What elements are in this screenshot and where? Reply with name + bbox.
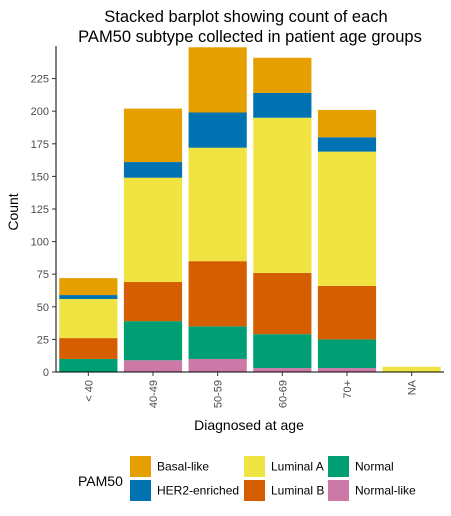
bar-40-normal [59, 358, 118, 372]
x-axis-title: Diagnosed at age [194, 417, 304, 433]
chart-title: Stacked barplot showing count of each PA… [78, 8, 422, 46]
bar-50-59-basal-like [188, 47, 247, 113]
y-tick-label: 50 [37, 302, 49, 314]
bar-60-69-basal-like [253, 57, 312, 93]
bar-40-luminal-b [59, 338, 118, 359]
bar-70-normal-like [317, 368, 377, 372]
bar-40-49-normal [123, 321, 183, 361]
x-tick-label: 60-69 [277, 380, 289, 408]
y-axis-title: Count [5, 193, 21, 230]
x-tick-label: 70+ [342, 380, 354, 399]
legend-label-basal-like: Basal-like [157, 460, 209, 474]
bar-70-luminal-a [317, 151, 377, 286]
bar-60-69-luminal-a [253, 117, 312, 273]
chart-title-line-1: Stacked barplot showing count of each [104, 8, 387, 26]
legend-swatch-basal-like [130, 456, 151, 477]
bar-40-49-her2-enriched [123, 162, 183, 178]
bar-60-69-normal-like [253, 368, 312, 372]
bar-70-her2-enriched [317, 137, 377, 152]
bar-70-luminal-b [317, 285, 377, 340]
bar-60-69-normal [253, 334, 312, 369]
legend-label-her2-enriched: HER2-enriched [157, 484, 239, 498]
y-tick-label: 25 [37, 334, 49, 346]
y-tick-label: 0 [43, 367, 49, 379]
legend-label-luminal-a: Luminal A [271, 460, 324, 474]
y-tick-label: 150 [31, 171, 49, 183]
bar-60-69-luminal-b [253, 272, 312, 335]
bar-50-59-luminal-b [188, 261, 247, 327]
bar-40-49-luminal-b [123, 282, 183, 322]
legend: PAM50 Basal-like HER2-enriched Luminal A Lu… [78, 456, 416, 501]
legend-label-luminal-b: Luminal B [271, 484, 324, 498]
legend-title: PAM50 [78, 473, 123, 489]
legend-label-normal: Normal [355, 460, 394, 474]
ticks-layer: 0 25 50 75 100 125 150 175 200 225 < 40 40-49 50-59 6… [31, 74, 419, 409]
chart-title-line-2: PAM50 subtype collected in patient age g… [78, 28, 422, 46]
bar-50-59-normal-like [188, 358, 247, 372]
legend-swatch-luminal-b [244, 480, 265, 501]
bar-40-49-basal-like [123, 108, 183, 163]
legend-swatch-normal-like [328, 480, 349, 501]
bar-50-59-normal [188, 326, 247, 359]
x-tick-label: NA [407, 379, 419, 395]
bars-layer [59, 47, 441, 372]
bar-50-59-her2-enriched [188, 112, 247, 148]
x-tick-label: 50-59 [213, 380, 225, 408]
bar-70-basal-like [317, 109, 377, 138]
bar-40-49-normal-like [123, 360, 183, 372]
x-tick-label: 40-49 [148, 380, 160, 408]
y-tick-label: 200 [31, 106, 49, 118]
y-tick-label: 225 [31, 74, 49, 86]
bar-50-59-luminal-a [188, 147, 247, 262]
legend-swatch-normal [328, 456, 349, 477]
bar-na-luminal-a [382, 366, 441, 372]
y-tick-label: 125 [31, 204, 49, 216]
legend-swatch-luminal-a [244, 456, 265, 477]
y-tick-label: 175 [31, 139, 49, 151]
y-tick-label: 75 [37, 269, 49, 281]
bar-40-her2-enriched [59, 295, 118, 299]
bar-40-basal-like [59, 278, 118, 296]
bar-40-luminal-a [59, 298, 118, 339]
bar-40-49-luminal-a [123, 177, 183, 283]
bar-60-69-her2-enriched [253, 92, 312, 118]
legend-label-normal-like: Normal-like [355, 484, 416, 498]
x-tick-label: < 40 [83, 380, 95, 402]
legend-swatch-her2-enriched [130, 480, 151, 501]
y-tick-label: 100 [31, 237, 49, 249]
bar-70-normal [317, 339, 377, 369]
